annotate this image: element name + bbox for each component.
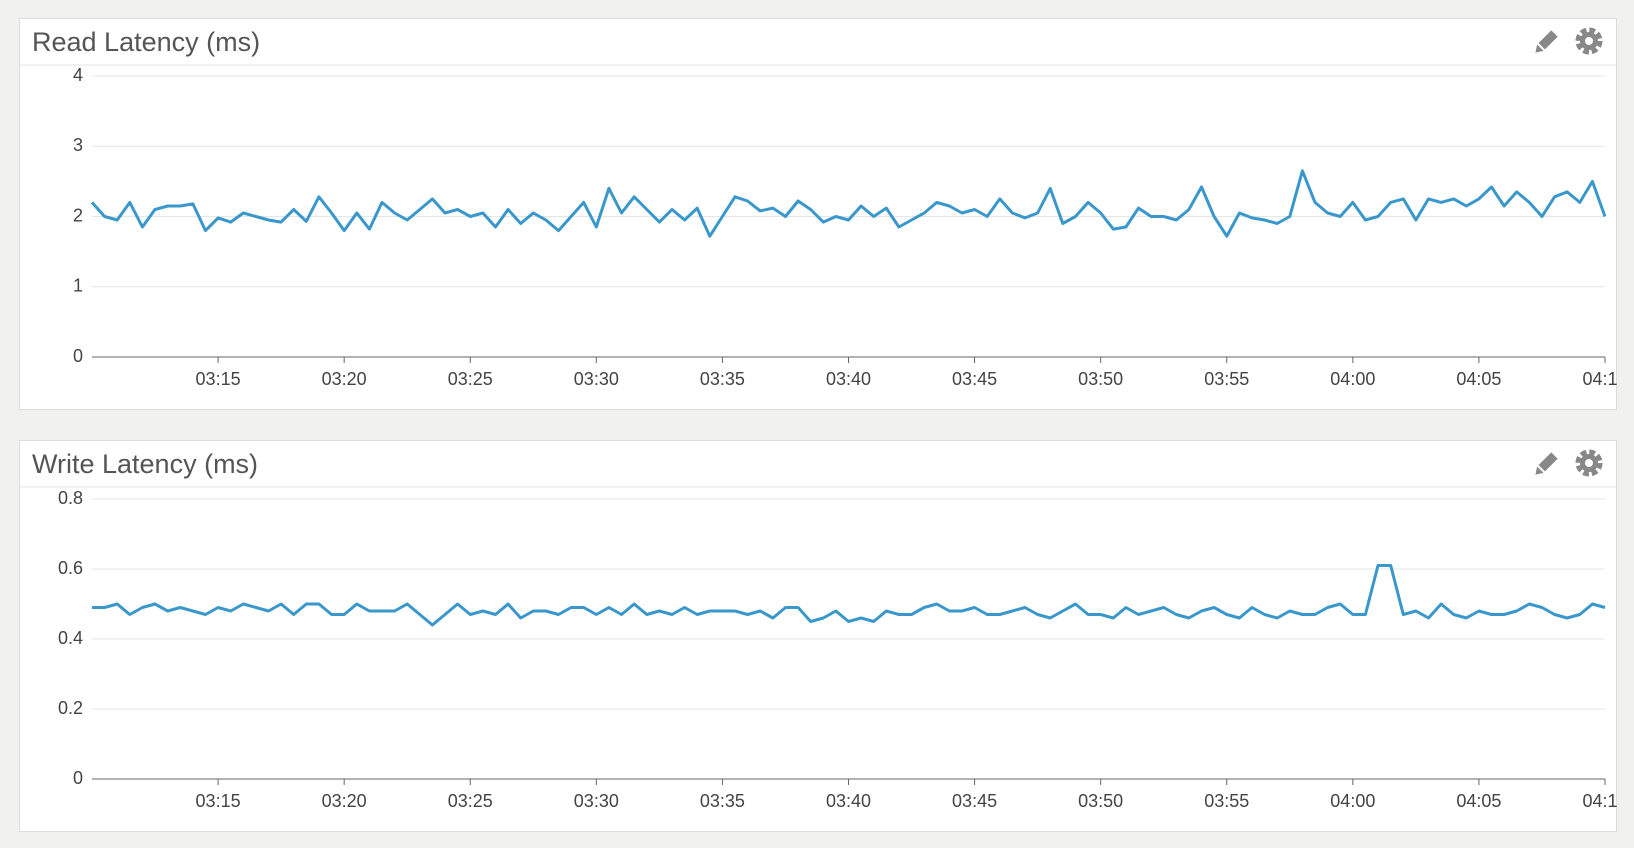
chart-title: Read Latency (ms) — [32, 27, 260, 57]
x-tick-label: 03:50 — [1078, 791, 1123, 811]
y-tick-label: 0.2 — [58, 698, 83, 718]
y-tick-label: 0.4 — [58, 628, 83, 648]
y-tick-label: 2 — [73, 205, 83, 225]
settings-icon[interactable] — [1575, 27, 1603, 55]
chart-panel: Write Latency (ms) 0 0.2 0.4 0.6 0.8 03:15 03:2… — [19, 440, 1627, 832]
y-tick-label: 0.8 — [58, 488, 83, 508]
y-tick-label: 3 — [73, 135, 83, 155]
x-tick-label: 03:30 — [574, 791, 619, 811]
x-ticks: 03:15 03:20 03:25 03:30 03:35 03:40 03:45 03:50… — [196, 357, 1627, 389]
edit-icon[interactable] — [1532, 30, 1558, 55]
x-ticks: 03:15 03:20 03:25 03:30 03:35 03:40 03:45 03:50… — [196, 779, 1627, 811]
x-tick-label: 03:15 — [196, 791, 241, 811]
x-tick-label: 03:25 — [448, 791, 493, 811]
x-tick-label: 03:35 — [700, 791, 745, 811]
y-tick-label: 4 — [73, 65, 83, 85]
x-tick-label: 03:15 — [196, 369, 241, 389]
x-tick-label: 03:40 — [826, 369, 871, 389]
y-tick-label: 0 — [73, 768, 83, 788]
x-tick-label: 03:55 — [1204, 791, 1249, 811]
x-tick-label: 03:20 — [322, 369, 367, 389]
x-tick-label: 04:00 — [1330, 369, 1375, 389]
x-tick-label: 04:05 — [1456, 369, 1501, 389]
y-tick-label: 1 — [73, 276, 83, 296]
x-tick-label: 03:50 — [1078, 369, 1123, 389]
x-tick-label: 04:10 — [1582, 369, 1627, 389]
chart-title: Write Latency (ms) — [32, 449, 258, 479]
x-tick-label: 03:35 — [700, 369, 745, 389]
latency-line — [92, 564, 1606, 627]
x-tick-label: 03:25 — [448, 369, 493, 389]
latency-line — [90, 169, 1607, 238]
settings-icon[interactable] — [1575, 449, 1603, 477]
x-tick-label: 03:40 — [826, 791, 871, 811]
edit-icon[interactable] — [1532, 452, 1558, 477]
x-tick-label: 04:00 — [1330, 791, 1375, 811]
x-tick-label: 03:45 — [952, 369, 997, 389]
x-tick-label: 03:30 — [574, 369, 619, 389]
y-tick-label: 0.6 — [58, 558, 83, 578]
panel-background — [19, 18, 1617, 410]
x-tick-label: 03:55 — [1204, 369, 1249, 389]
x-tick-label: 04:05 — [1456, 791, 1501, 811]
x-tick-label: 03:45 — [952, 791, 997, 811]
x-tick-label: 04:10 — [1582, 791, 1627, 811]
panel-background — [19, 440, 1617, 832]
y-tick-label: 0 — [73, 346, 83, 366]
x-tick-label: 03:20 — [322, 791, 367, 811]
